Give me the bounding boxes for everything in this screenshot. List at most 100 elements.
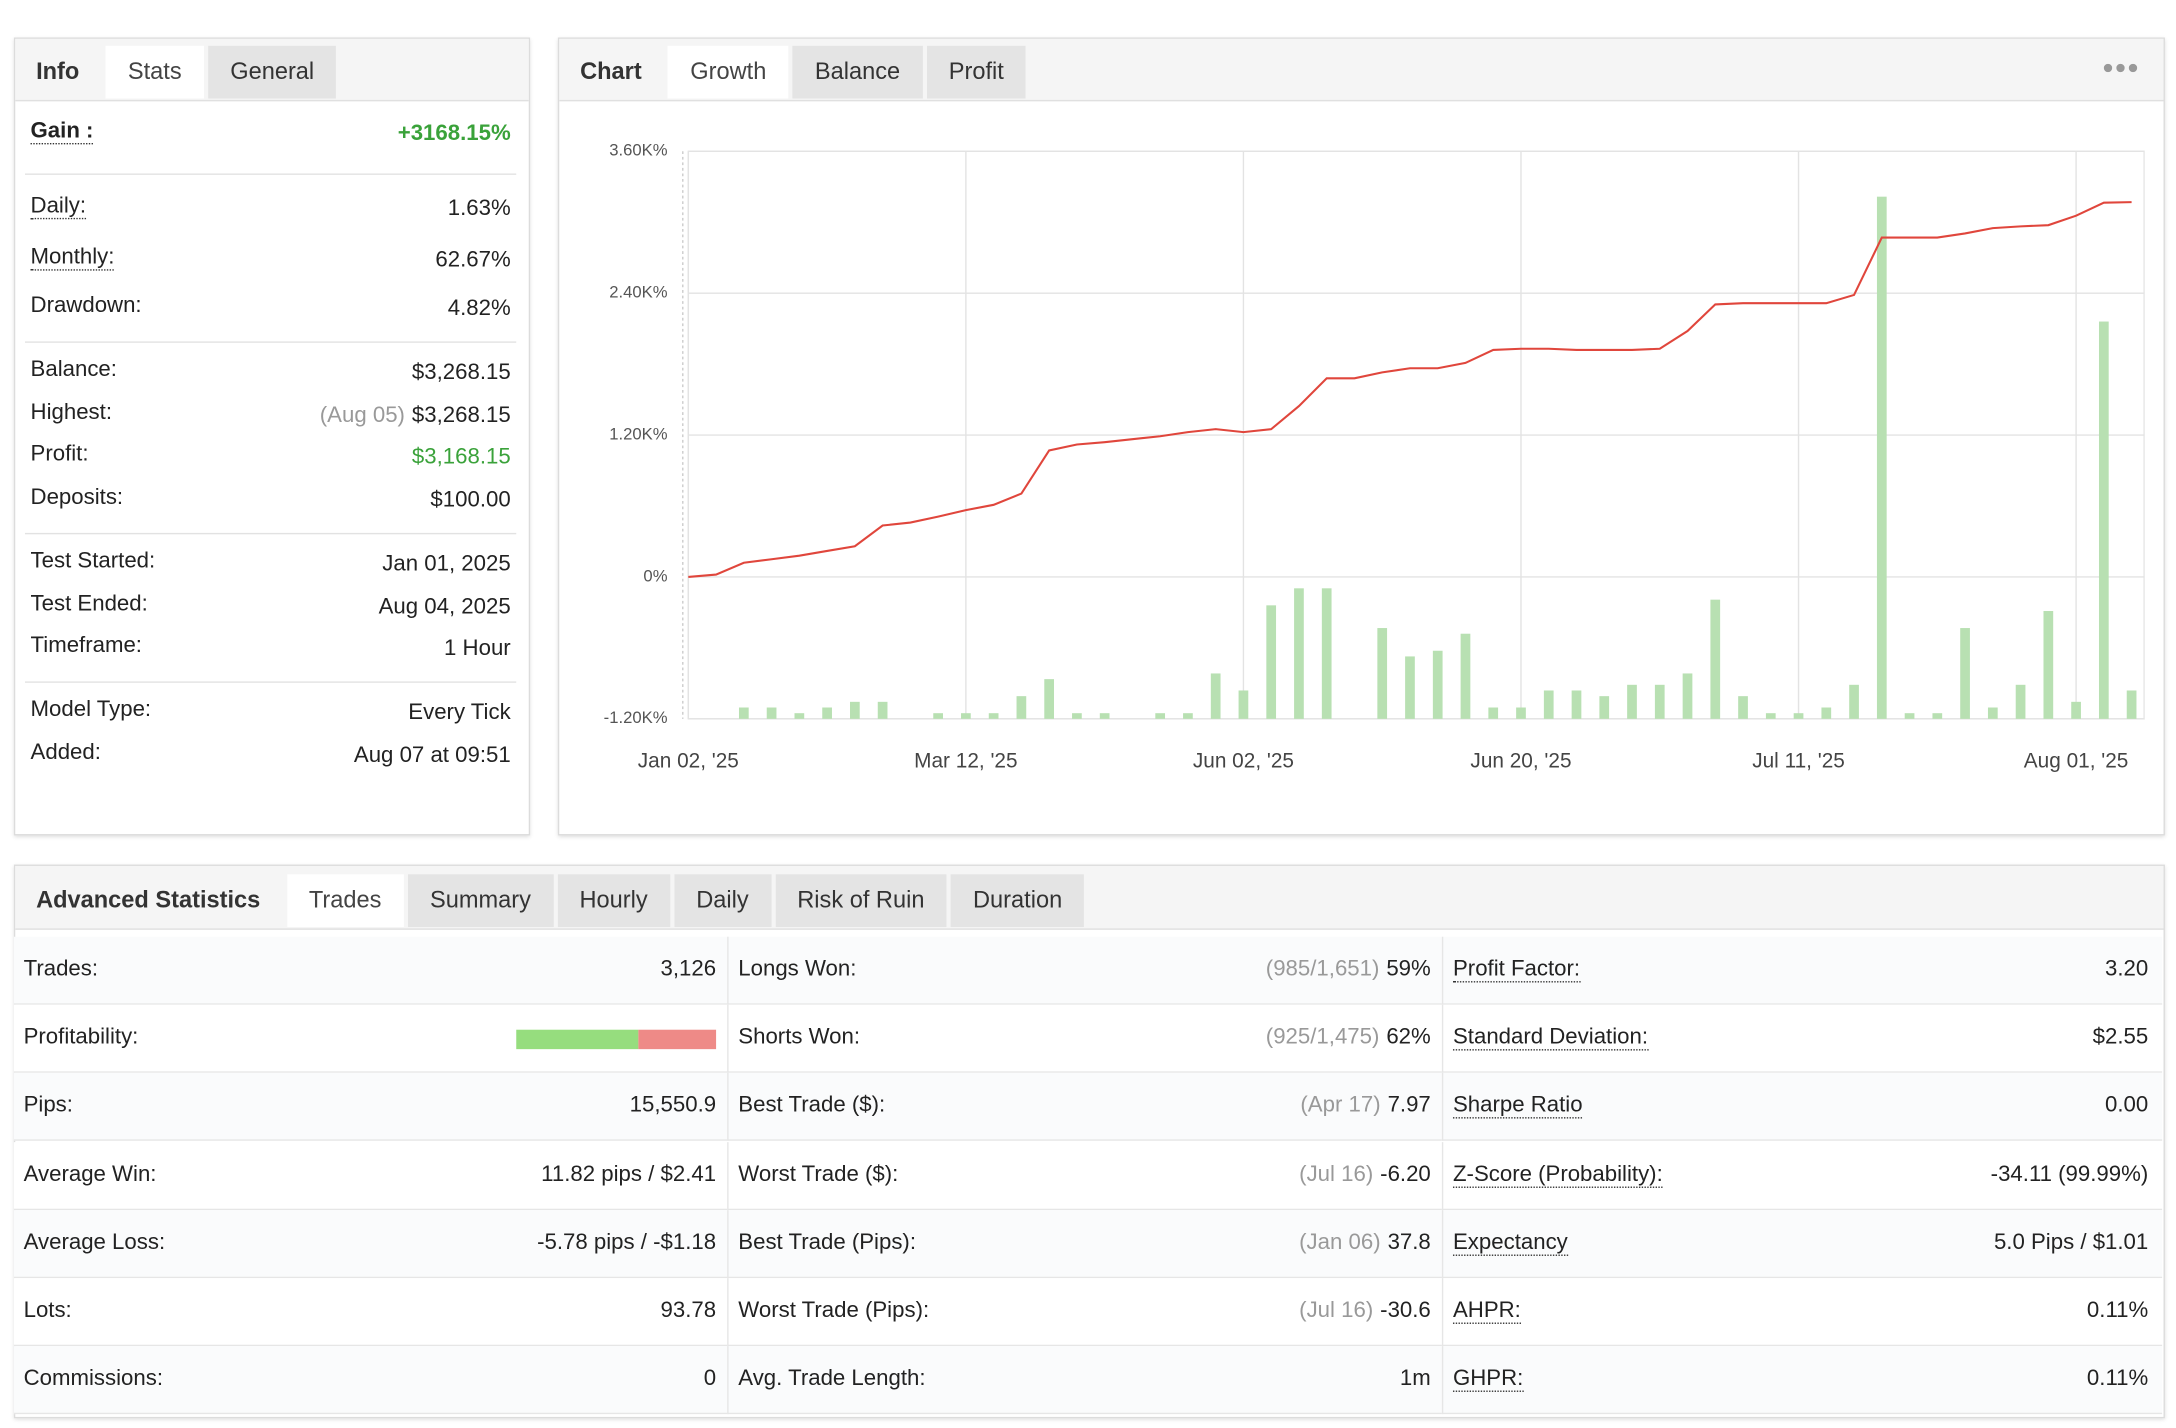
label: Profit Factor:	[1452, 957, 1581, 983]
tab: Chart	[580, 58, 642, 85]
cell-label: Best Trade ($):	[738, 1091, 885, 1122]
cell	[727, 1141, 1442, 1210]
note: (Apr 17)	[1300, 1094, 1381, 1118]
tab[interactable]: Balance	[792, 45, 923, 99]
profit-bar-won	[516, 1029, 639, 1050]
bar	[1627, 684, 1637, 719]
label: Shorts Won:	[738, 1025, 861, 1050]
label: Highest:	[30, 401, 112, 425]
note: (Jul 16)	[1299, 1298, 1374, 1323]
cell-value: (Apr 17) 7.97	[1300, 1091, 1430, 1122]
tab[interactable]: Daily	[674, 874, 771, 928]
label: Balance:	[30, 358, 117, 382]
tab[interactable]: General	[208, 45, 337, 99]
tab[interactable]: Duration	[950, 874, 1085, 928]
label: Sharpe Ratio	[1452, 1094, 1583, 1120]
tab: Info	[36, 58, 80, 85]
cell-label: Commissions:	[24, 1364, 163, 1395]
cell-value: (Jul 16) -30.6	[1299, 1296, 1431, 1327]
row-value: +3168.15%	[398, 119, 511, 150]
bar	[1738, 696, 1748, 719]
tab-bar: Advanced Statistics Trades Summary Hourly Da…	[14, 874, 1089, 928]
bar	[1932, 713, 1943, 719]
cell	[727, 1346, 1442, 1415]
label: Worst Trade ($):	[738, 1162, 899, 1186]
tab[interactable]: Hourly	[557, 874, 670, 928]
dot	[2128, 63, 2138, 73]
bar	[1960, 628, 1970, 719]
bar	[1904, 713, 1915, 719]
tab[interactable]: Trades	[286, 874, 404, 928]
value: 15,550.9	[629, 1094, 717, 1118]
cell-value: 15,550.9	[630, 1091, 716, 1122]
bar	[1987, 707, 1998, 719]
line	[688, 201, 2132, 578]
bar	[1099, 713, 1110, 719]
value: 62%	[1386, 1025, 1431, 1050]
note: (Jul 16)	[1299, 1162, 1374, 1186]
note: (985/1,651)	[1265, 957, 1380, 982]
value: -30.6	[1380, 1298, 1431, 1323]
cell-label: Best Trade (Pips):	[738, 1228, 916, 1259]
label: Deposits:	[30, 485, 124, 510]
bar	[2098, 321, 2109, 719]
value: 3,126	[660, 957, 717, 982]
cell-label: Standard Deviation:	[1452, 1023, 1649, 1054]
cell-label: Average Win:	[24, 1160, 157, 1191]
bar	[1155, 713, 1166, 719]
cell	[1441, 1141, 2163, 1210]
row-label: Profit:	[31, 440, 89, 471]
cell-label: Shorts Won:	[738, 1023, 860, 1054]
row-label: Timeframe:	[31, 631, 142, 662]
note: (Jan 06)	[1299, 1230, 1381, 1255]
y-tick-label: -1.20K%	[604, 708, 668, 727]
label: Monthly:	[30, 245, 115, 271]
cell-label: Trades:	[24, 955, 98, 986]
bar	[1793, 713, 1804, 719]
label: Best Trade (Pips):	[738, 1230, 916, 1255]
value: 37.8	[1387, 1230, 1431, 1255]
cell-label: AHPR:	[1452, 1296, 1521, 1327]
bar	[1044, 679, 1055, 719]
value: 1m	[1399, 1367, 1431, 1391]
tab[interactable]: Growth	[668, 45, 789, 99]
value: -34.11 (99.99%)	[1990, 1162, 2149, 1186]
cell-value: (Jan 06) 37.8	[1299, 1228, 1431, 1259]
row-label: Deposits:	[31, 483, 124, 514]
separator	[24, 341, 517, 343]
row-label: Highest:	[31, 398, 112, 429]
row-value: 1 Hour	[444, 634, 511, 665]
cell-label: Longs Won:	[738, 955, 856, 986]
label: Trades:	[23, 957, 99, 982]
cell-label: Expectancy	[1452, 1228, 1568, 1259]
tab[interactable]: Stats	[105, 45, 204, 99]
bar	[1016, 696, 1027, 719]
more-menu[interactable]	[2100, 61, 2142, 75]
bar	[1599, 696, 1610, 719]
cell-label: Z-Score (Probability):	[1452, 1160, 1663, 1191]
label: Drawdown:	[30, 294, 142, 318]
tab[interactable]: Profit	[926, 45, 1027, 99]
label: Expectancy	[1452, 1230, 1568, 1256]
bar	[1183, 713, 1193, 719]
value: $3,168.15	[411, 445, 511, 470]
bar	[1516, 707, 1526, 719]
row-value: $100.00	[430, 486, 510, 517]
separator	[24, 681, 517, 683]
bar	[1654, 684, 1665, 719]
value: 1.63%	[447, 197, 511, 221]
cell	[1441, 1278, 2163, 1347]
label: AHPR:	[1452, 1298, 1521, 1324]
cell-label: Average Loss:	[24, 1228, 166, 1259]
value: 3.20	[2105, 957, 2149, 982]
cell-value: 5.0 Pips / $1.01	[1994, 1228, 2148, 1259]
row-label: Monthly:	[30, 243, 115, 274]
row-value: 62.67%	[435, 246, 510, 277]
cell-value: $2.55	[2093, 1023, 2149, 1054]
tab[interactable]: Risk of Ruin	[775, 874, 947, 928]
row-label: Daily:	[30, 192, 87, 223]
cell	[13, 1278, 728, 1347]
tab[interactable]: Summary	[407, 874, 554, 928]
x-tick-label: Mar 12, '25	[914, 749, 1017, 772]
cell-label: Lots:	[24, 1296, 72, 1327]
